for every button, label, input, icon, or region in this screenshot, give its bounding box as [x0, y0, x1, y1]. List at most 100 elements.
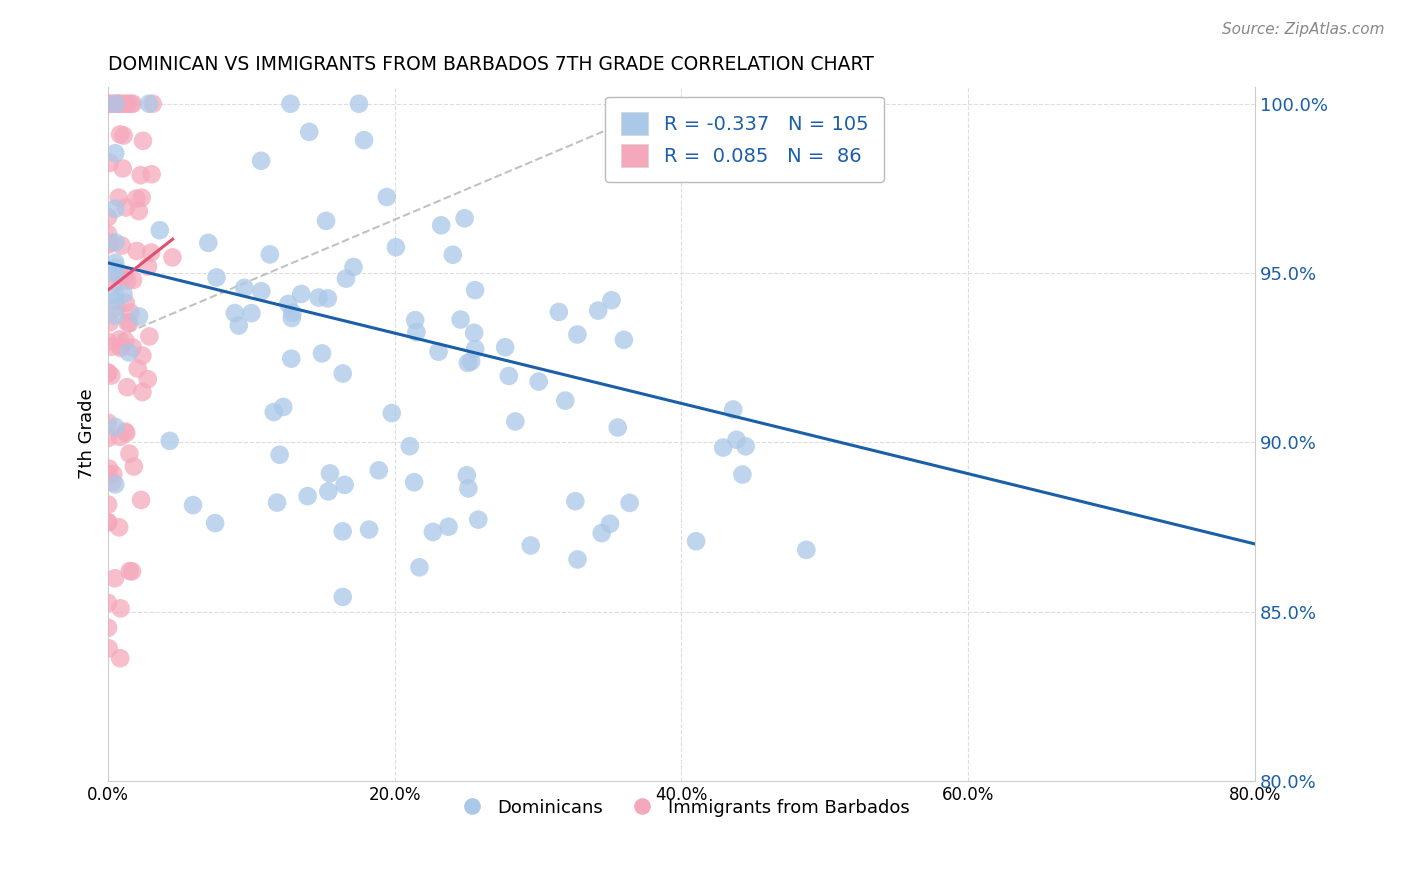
Point	[427, 344, 450, 359]
Legend: Dominicans, Immigrants from Barbados: Dominicans, Immigrants from Barbados	[446, 791, 917, 824]
Point	[121, 96, 143, 111]
Point	[308, 291, 330, 305]
Point	[586, 303, 609, 318]
Point	[104, 235, 127, 250]
Point	[104, 255, 127, 269]
Point	[118, 316, 141, 330]
Text: DOMINICAN VS IMMIGRANTS FROM BARBADOS 7TH GRADE CORRELATION CHART: DOMINICAN VS IMMIGRANTS FROM BARBADOS 7T…	[108, 55, 875, 74]
Point	[97, 498, 120, 512]
Point	[121, 564, 143, 578]
Point	[115, 274, 138, 288]
Point	[271, 400, 294, 414]
Point	[685, 534, 707, 549]
Point	[108, 128, 131, 142]
Point	[725, 433, 748, 447]
Point	[100, 368, 122, 383]
Point	[97, 467, 120, 481]
Point	[100, 340, 122, 354]
Point	[97, 516, 120, 530]
Point	[112, 128, 135, 143]
Point	[104, 293, 127, 308]
Point	[108, 333, 131, 347]
Point	[457, 356, 479, 370]
Point	[138, 96, 160, 111]
Point	[142, 96, 165, 111]
Point	[149, 223, 172, 237]
Point	[298, 125, 321, 139]
Point	[104, 477, 127, 491]
Point	[591, 526, 613, 541]
Point	[731, 467, 754, 482]
Point	[269, 448, 291, 462]
Text: Source: ZipAtlas.com: Source: ZipAtlas.com	[1222, 22, 1385, 37]
Point	[107, 96, 129, 111]
Point	[98, 156, 121, 170]
Point	[498, 368, 520, 383]
Point	[97, 621, 120, 635]
Point	[129, 168, 152, 182]
Point	[103, 467, 125, 482]
Point	[599, 516, 621, 531]
Point	[121, 340, 143, 354]
Point	[112, 269, 135, 284]
Point	[97, 431, 120, 445]
Point	[315, 214, 337, 228]
Point	[456, 468, 478, 483]
Point	[266, 495, 288, 509]
Point	[122, 273, 145, 287]
Y-axis label: 7th Grade: 7th Grade	[79, 389, 96, 479]
Point	[297, 489, 319, 503]
Point	[97, 96, 120, 111]
Point	[233, 281, 256, 295]
Point	[519, 539, 541, 553]
Point	[709, 166, 731, 180]
Point	[129, 492, 152, 507]
Point	[332, 524, 354, 539]
Point	[97, 227, 120, 241]
Point	[567, 552, 589, 566]
Point	[104, 260, 127, 275]
Point	[104, 202, 127, 216]
Point	[375, 190, 398, 204]
Point	[101, 96, 124, 111]
Point	[115, 380, 138, 394]
Point	[136, 260, 159, 274]
Point	[114, 425, 136, 439]
Point	[332, 367, 354, 381]
Point	[127, 361, 149, 376]
Point	[494, 340, 516, 354]
Point	[342, 260, 364, 274]
Point	[467, 513, 489, 527]
Point	[125, 192, 148, 206]
Point	[547, 305, 569, 319]
Point	[567, 327, 589, 342]
Point	[290, 287, 312, 301]
Point	[527, 375, 550, 389]
Point	[136, 372, 159, 386]
Point	[131, 191, 153, 205]
Point	[97, 96, 120, 111]
Point	[385, 240, 408, 254]
Point	[107, 191, 129, 205]
Point	[280, 96, 302, 111]
Point	[97, 334, 120, 349]
Point	[794, 542, 817, 557]
Point	[333, 478, 356, 492]
Point	[97, 516, 120, 530]
Point	[398, 439, 420, 453]
Point	[404, 475, 426, 490]
Point	[404, 313, 426, 327]
Point	[120, 305, 142, 319]
Point	[104, 287, 127, 301]
Point	[120, 96, 142, 111]
Point	[159, 434, 181, 448]
Point	[104, 268, 127, 282]
Point	[450, 312, 472, 326]
Point	[97, 641, 120, 656]
Point	[281, 306, 304, 320]
Point	[319, 467, 342, 481]
Point	[118, 447, 141, 461]
Point	[224, 306, 246, 320]
Point	[97, 211, 120, 225]
Point	[97, 416, 120, 430]
